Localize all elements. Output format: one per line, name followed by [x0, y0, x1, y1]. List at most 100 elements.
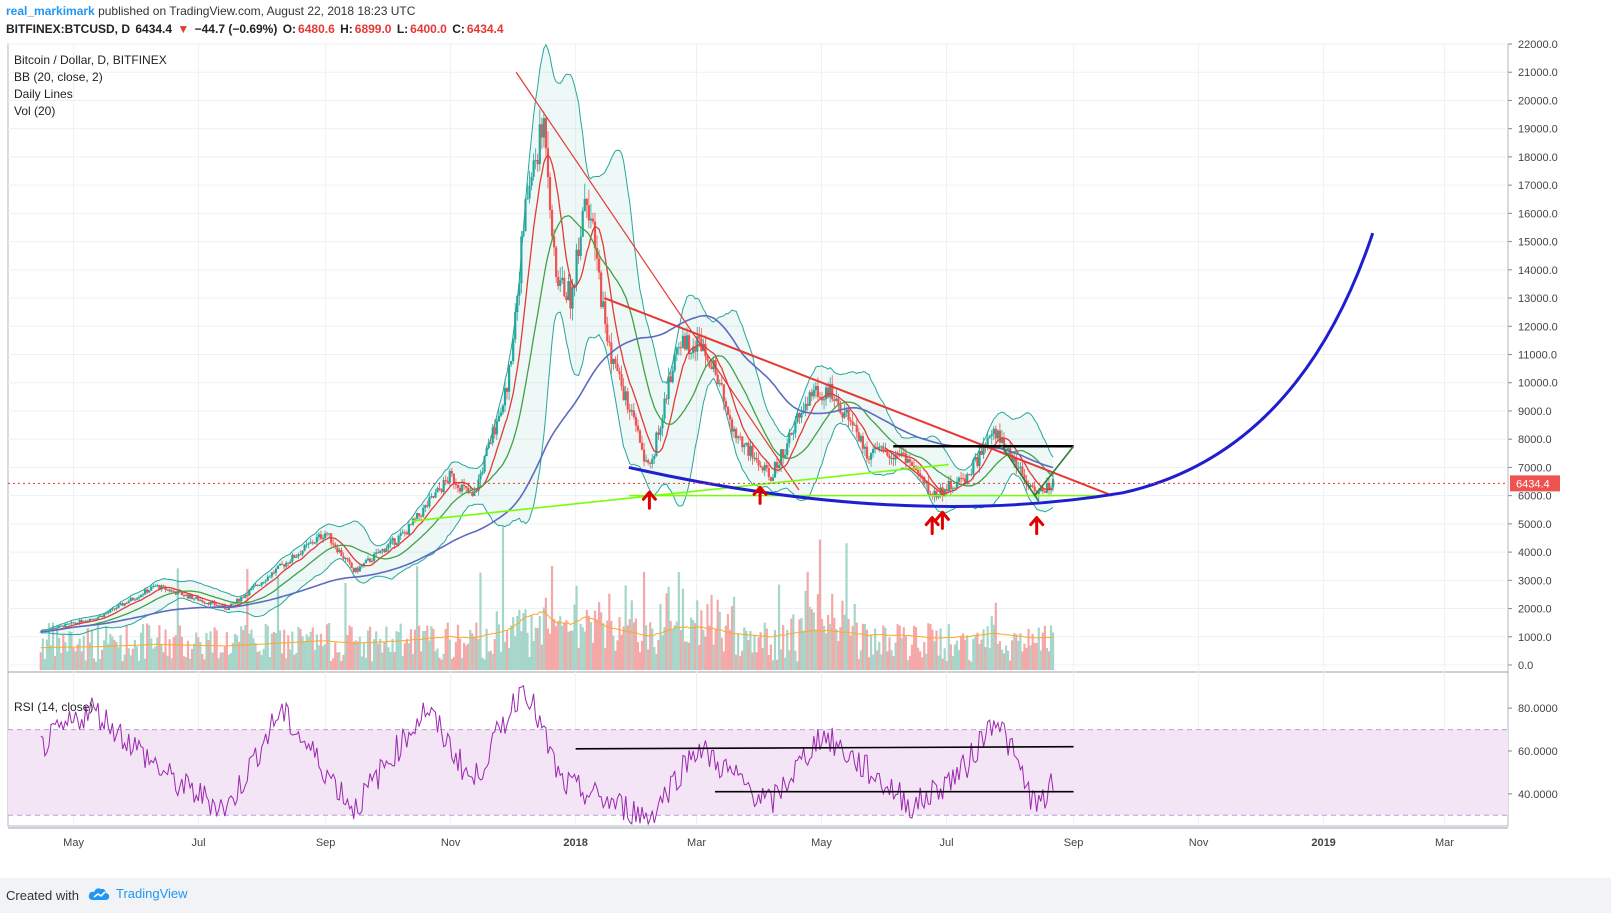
candle-body — [448, 471, 451, 483]
candle-body — [839, 404, 842, 414]
candle-body — [499, 412, 503, 416]
volume-bar — [133, 639, 136, 670]
legend-bb[interactable]: BB (20, close, 2) — [14, 70, 103, 84]
candle-body — [260, 582, 263, 585]
candle-body — [184, 594, 188, 596]
candle-body — [287, 562, 290, 564]
volume-bar — [78, 638, 81, 670]
candle-body — [148, 590, 151, 593]
candle-body — [632, 410, 635, 417]
volume-bar — [794, 650, 797, 670]
candle-body — [143, 589, 147, 595]
candle-body — [581, 210, 584, 237]
volume-bar — [246, 568, 249, 670]
candle-body — [990, 434, 993, 437]
volume-bar — [912, 625, 916, 670]
volume-bar — [581, 627, 584, 670]
candle-body — [1021, 466, 1024, 475]
tradingview-link[interactable]: TradingView — [88, 886, 188, 901]
candle-body — [295, 556, 298, 558]
volume-bar — [215, 630, 218, 670]
candle-body — [702, 343, 705, 352]
volume-bar — [146, 623, 149, 670]
candle-body — [407, 524, 410, 535]
candle-body — [810, 392, 813, 397]
candle-body — [510, 361, 513, 365]
price-chart[interactable]: May Jul Sep Nov 2018 Mar May Jul Sep Nov 2019 Mar 0.… — [0, 0, 1611, 878]
volume-bar — [722, 651, 725, 670]
volume-bar — [377, 643, 380, 670]
volume-bar — [696, 600, 699, 670]
candle-body — [939, 487, 942, 496]
up-arrow-icon — [924, 516, 940, 536]
candle-body — [602, 301, 605, 307]
volume-bar — [988, 648, 991, 670]
candle-body — [690, 353, 693, 355]
candle-body — [737, 436, 740, 439]
candle-body — [847, 409, 850, 421]
volume-bar — [630, 600, 633, 670]
candle-body — [119, 603, 122, 606]
candle-body — [1019, 466, 1022, 468]
volume-bar — [839, 627, 842, 670]
volume-bar — [982, 629, 985, 670]
candle-body — [107, 612, 110, 614]
volume-bar — [115, 641, 118, 670]
volume-bar — [679, 630, 682, 670]
legend-daily-lines[interactable]: Daily Lines — [14, 87, 73, 101]
volume-bar — [66, 651, 69, 670]
volume-bar — [381, 652, 384, 670]
volume-bar — [450, 658, 453, 670]
candle-body — [188, 594, 192, 599]
candle-body — [822, 399, 826, 401]
volume-bar — [366, 630, 370, 670]
volume-bar — [1051, 632, 1055, 670]
candle-body — [338, 549, 341, 553]
candle-body — [786, 443, 789, 455]
volume-bar — [287, 635, 290, 670]
volume-bar — [285, 658, 288, 670]
up-arrow-icon — [641, 490, 657, 510]
candle-body — [1002, 437, 1006, 450]
legend-volume[interactable]: Vol (20) — [14, 104, 56, 118]
candle-body — [980, 450, 983, 455]
volume-bar — [499, 651, 503, 670]
x-tick-label: 2018 — [563, 837, 587, 849]
candle-body — [481, 471, 484, 474]
volume-bar — [782, 625, 785, 670]
candle-body — [595, 248, 599, 259]
rsi-legend[interactable]: RSI (14, close) — [14, 700, 94, 714]
author-link[interactable]: real_markimark — [6, 4, 95, 18]
last-price: 6434.4 — [135, 22, 173, 36]
volume-bar — [88, 642, 91, 670]
volume-bar — [473, 636, 476, 670]
volume-bar — [606, 620, 609, 670]
candle-body — [191, 594, 194, 600]
candle-body — [160, 585, 163, 590]
candle-body — [156, 585, 159, 587]
y-tick-label: 22000.0 — [1518, 39, 1558, 51]
candle-body — [841, 413, 844, 418]
volume-bar — [289, 649, 292, 670]
volume-bar — [262, 648, 265, 670]
volume-bar — [43, 658, 46, 670]
candle-body — [657, 432, 660, 435]
volume-bar — [755, 652, 758, 670]
rsi-tick-label: 40.0000 — [1518, 789, 1558, 801]
candle-body — [309, 542, 312, 544]
volume-bar — [154, 646, 157, 670]
candle-body — [368, 558, 372, 562]
candle-body — [473, 491, 476, 496]
candle-body — [587, 205, 590, 221]
candle-body — [720, 383, 723, 385]
volume-bar — [822, 625, 826, 670]
volume-bar — [278, 630, 282, 670]
volume-bar — [888, 637, 891, 670]
candle-body — [998, 430, 1002, 443]
volume-bar — [274, 632, 278, 670]
volume-bar — [827, 615, 830, 670]
volume-bar — [236, 635, 239, 670]
volume-bar — [510, 625, 513, 670]
volume-bars — [39, 526, 1055, 670]
volume-bar — [555, 626, 558, 670]
